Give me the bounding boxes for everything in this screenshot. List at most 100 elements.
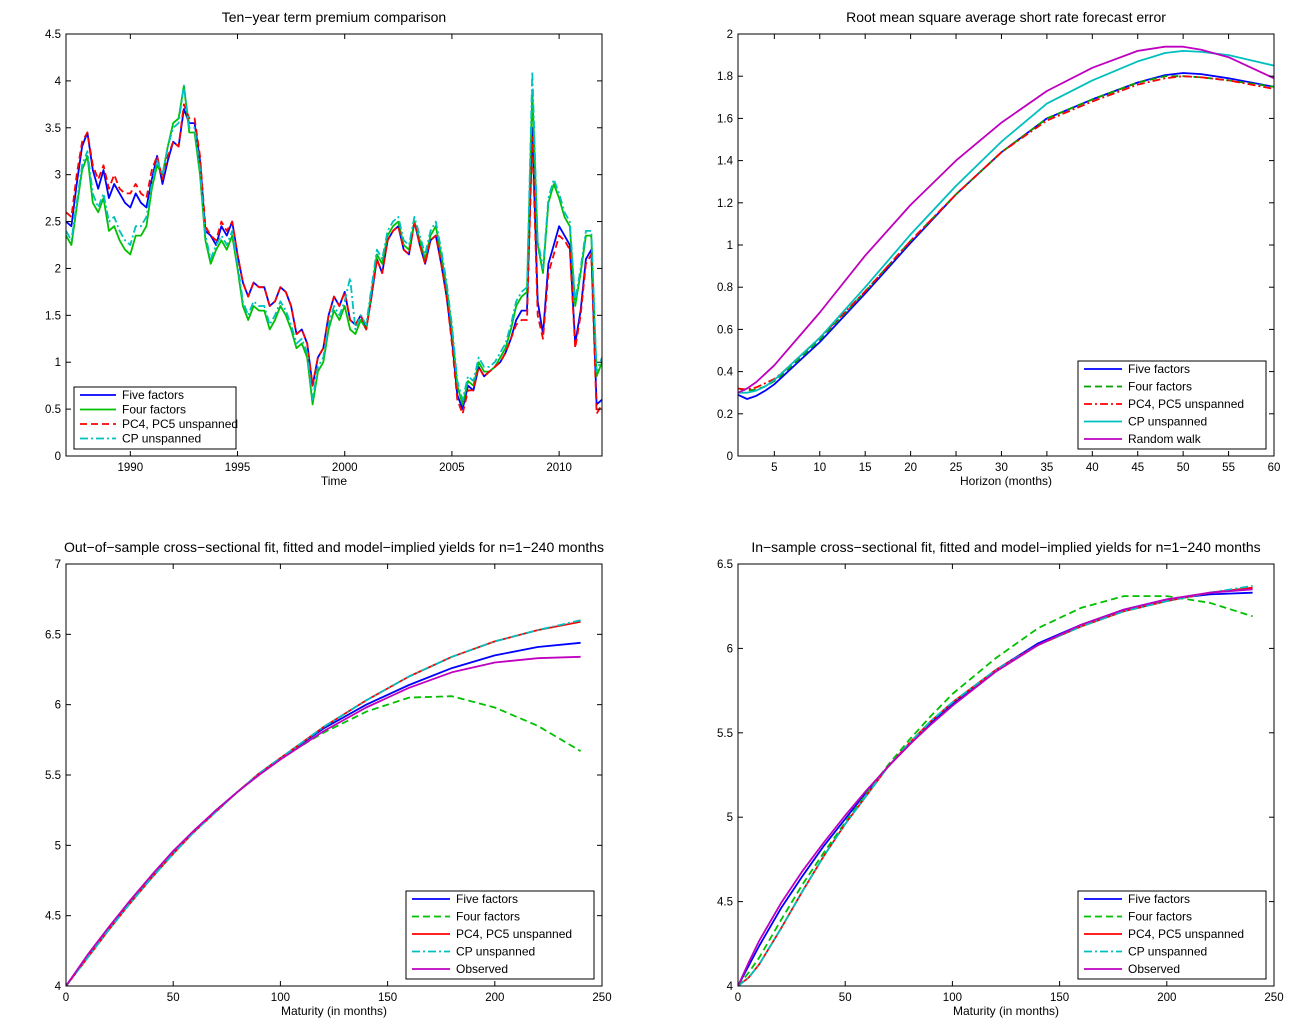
x-axis-label: Maturity (in months) bbox=[953, 1004, 1059, 1018]
x-tick-label: 50 bbox=[839, 992, 852, 1004]
legend-label: Four factors bbox=[1128, 380, 1192, 394]
series-line-cp-unspanned bbox=[738, 50, 1274, 394]
legend-box bbox=[405, 890, 595, 980]
legend-label: PC4, PC5 unspanned bbox=[122, 417, 238, 431]
legend-label: CP unspanned bbox=[1128, 945, 1207, 959]
y-tick-label: 1.4 bbox=[717, 156, 734, 168]
y-tick-label: 0.6 bbox=[717, 324, 733, 336]
y-tick-label: 4 bbox=[55, 981, 62, 993]
legend-label: Four factors bbox=[456, 910, 520, 924]
y-tick-label: 0.2 bbox=[717, 409, 733, 421]
axes-frame bbox=[65, 33, 603, 457]
legend-label: Five factors bbox=[122, 388, 184, 402]
y-tick-label: 2 bbox=[727, 29, 733, 41]
series-line-observed bbox=[738, 588, 1253, 986]
y-tick-label: 4.5 bbox=[45, 29, 61, 41]
chart-tp: 1990 1995 2000 2005 2010 0 0.5 1 1.5 2 2.5 3 3.5 4 4.5… bbox=[45, 9, 603, 488]
x-tick-label: 1990 bbox=[118, 462, 144, 474]
x-tick-label: 25 bbox=[950, 462, 963, 474]
series-line-four-factors bbox=[738, 595, 1253, 986]
y-tick-label: 2.5 bbox=[45, 217, 61, 229]
y-tick-label: 1 bbox=[727, 240, 733, 252]
y-tick-label: 0.8 bbox=[717, 282, 733, 294]
x-axis-label: Time bbox=[321, 474, 348, 488]
series-line-pc4-pc5-unspanned bbox=[738, 75, 1274, 391]
y-tick-label: 1.8 bbox=[717, 71, 733, 83]
y-tick-label: 5.5 bbox=[45, 770, 61, 782]
y-tick-label: 0 bbox=[55, 451, 61, 463]
series-line-random-walk bbox=[738, 45, 1274, 394]
series-line-observed bbox=[66, 655, 581, 986]
y-tick-label: 6 bbox=[727, 643, 733, 655]
x-tick-label: 55 bbox=[1222, 462, 1235, 474]
chart-title: Out−of−sample cross−sectional fit, fitte… bbox=[64, 539, 604, 555]
x-tick-label: 0 bbox=[735, 992, 741, 1004]
x-tick-label: 30 bbox=[995, 462, 1008, 474]
legend-label: Four factors bbox=[122, 403, 186, 417]
legend-box bbox=[1077, 890, 1267, 980]
y-tick-label: 1 bbox=[55, 357, 61, 369]
chart-title: Ten−year term premium comparison bbox=[222, 9, 446, 25]
y-tick-label: 6.5 bbox=[45, 629, 61, 641]
x-axis-label: Maturity (in months) bbox=[281, 1004, 387, 1018]
legend: Five factors Four factors PC4, PC5 unspann… bbox=[1077, 890, 1267, 980]
y-tick-label: 5 bbox=[727, 812, 733, 824]
y-tick-label: 1.6 bbox=[717, 113, 733, 125]
series-line-four-factors bbox=[66, 84, 602, 406]
x-tick-label: 50 bbox=[167, 992, 180, 1004]
x-tick-label: 100 bbox=[943, 992, 962, 1004]
x-tick-label: 5 bbox=[771, 462, 777, 474]
x-tick-label: 2010 bbox=[546, 462, 572, 474]
legend-label: Five factors bbox=[1128, 892, 1190, 906]
y-tick-label: 2 bbox=[55, 263, 61, 275]
x-tick-label: 200 bbox=[485, 992, 504, 1004]
x-tick-label: 100 bbox=[271, 992, 290, 1004]
legend-label: PC4, PC5 unspanned bbox=[1128, 397, 1244, 411]
chart-title: Root mean square average short rate fore… bbox=[846, 9, 1166, 25]
y-tick-label: 5.5 bbox=[717, 728, 733, 740]
x-tick-label: 40 bbox=[1086, 462, 1099, 474]
x-tick-label: 60 bbox=[1268, 462, 1281, 474]
x-tick-label: 20 bbox=[904, 462, 917, 474]
legend-box bbox=[1077, 360, 1267, 450]
legend-label: Four factors bbox=[1128, 910, 1192, 924]
plot-area bbox=[66, 34, 602, 456]
x-tick-label: 2005 bbox=[439, 462, 465, 474]
y-tick-label: 3.5 bbox=[45, 123, 61, 135]
x-tick-label: 0 bbox=[63, 992, 69, 1004]
legend-label: Five factors bbox=[456, 892, 518, 906]
x-tick-label: 15 bbox=[859, 462, 872, 474]
series-line-cp-unspanned bbox=[66, 70, 602, 401]
legend: Five factors Four factors PC4, PC5 unspann… bbox=[405, 890, 595, 980]
x-tick-label: 50 bbox=[1177, 462, 1190, 474]
legend-label: CP unspanned bbox=[456, 945, 535, 959]
y-tick-label: 0 bbox=[727, 451, 733, 463]
legend-label: CP unspanned bbox=[122, 432, 201, 446]
x-tick-label: 1995 bbox=[225, 462, 251, 474]
y-tick-label: 4 bbox=[727, 981, 734, 993]
legend-label: Five factors bbox=[1128, 362, 1190, 376]
series-line-pc4-pc5-unspanned bbox=[738, 586, 1253, 986]
y-tick-label: 6.5 bbox=[717, 559, 733, 571]
series-line-pc4-pc5-unspanned bbox=[66, 103, 602, 415]
axes-frame bbox=[737, 563, 1275, 987]
x-tick-label: 2000 bbox=[332, 462, 358, 474]
legend-label: Observed bbox=[456, 962, 508, 976]
legend-label: PC4, PC5 unspanned bbox=[456, 927, 572, 941]
y-tick-label: 0.5 bbox=[45, 404, 61, 416]
y-tick-label: 6 bbox=[55, 700, 61, 712]
y-tick-label: 3 bbox=[55, 170, 61, 182]
y-tick-label: 1.5 bbox=[45, 310, 61, 322]
chart-ins: 0 50 100 150 200 250 4 4.5 5 5.5 6 6.5 In−sample cro… bbox=[717, 539, 1284, 1018]
y-tick-label: 1.2 bbox=[717, 198, 733, 210]
y-tick-label: 0.4 bbox=[717, 367, 734, 379]
legend-label: PC4, PC5 unspanned bbox=[1128, 927, 1244, 941]
y-tick-label: 7 bbox=[55, 559, 61, 571]
x-axis-label: Horizon (months) bbox=[960, 474, 1052, 488]
legend-label: CP unspanned bbox=[1128, 415, 1207, 429]
x-tick-label: 10 bbox=[813, 462, 826, 474]
x-tick-label: 200 bbox=[1157, 992, 1176, 1004]
